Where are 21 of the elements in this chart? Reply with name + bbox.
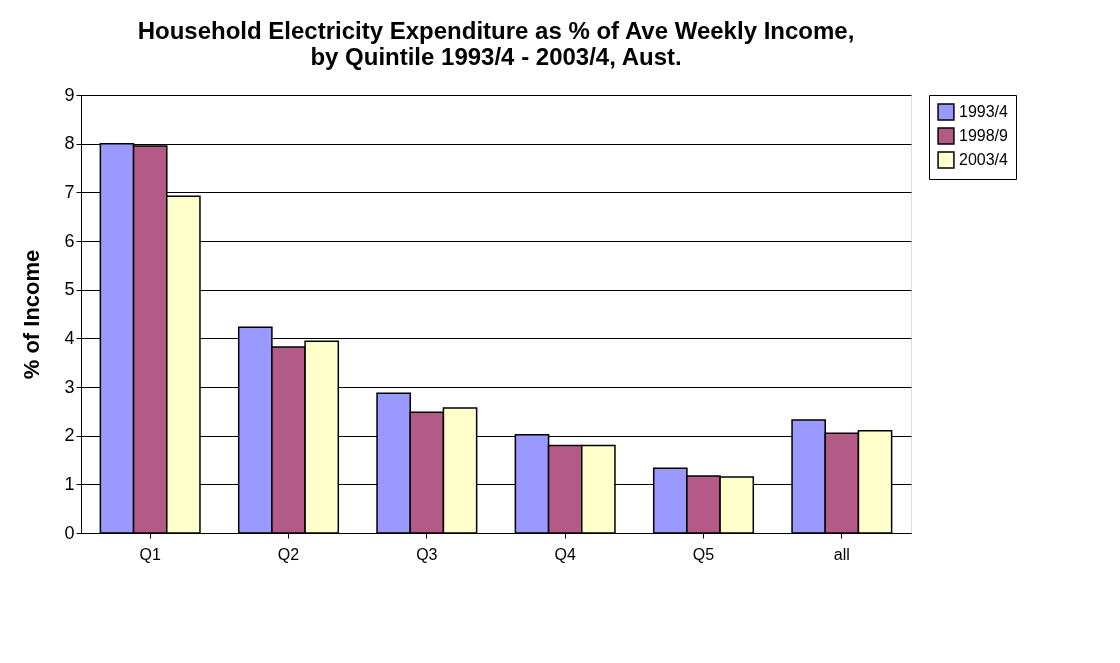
legend-label: 1993/4 (959, 103, 1009, 120)
y-tick-label: 9 (64, 84, 75, 105)
x-tick-label: Q4 (554, 545, 576, 563)
x-tick-label: Q3 (416, 545, 438, 563)
y-tick-label: 5 (64, 279, 75, 300)
legend-label: 2003/4 (959, 151, 1009, 168)
y-tick-label: 7 (64, 181, 75, 202)
y-tick-label: 1 (64, 473, 75, 494)
y-tick-label: 4 (64, 327, 75, 348)
y-tick-label: 3 (64, 376, 75, 397)
x-tick-label: all (833, 545, 850, 563)
y-tick-label: 8 (64, 133, 75, 154)
x-tick-label: Q2 (277, 545, 300, 563)
y-tick-label: 2 (64, 425, 75, 446)
chart-title: Household Electricity Expenditure as % of Ave Weekly Income, by Quintile 1993/4 - 2003/4, Aust. (137, 17, 855, 70)
x-tick-label: Q1 (139, 545, 161, 563)
y-tick-label: 6 (64, 230, 75, 251)
legend-label: 1998/9 (959, 127, 1009, 144)
x-tick-label: Q5 (692, 545, 715, 563)
y-tick-label: 0 (64, 522, 75, 543)
y-axis-title: % of Income (19, 249, 45, 380)
